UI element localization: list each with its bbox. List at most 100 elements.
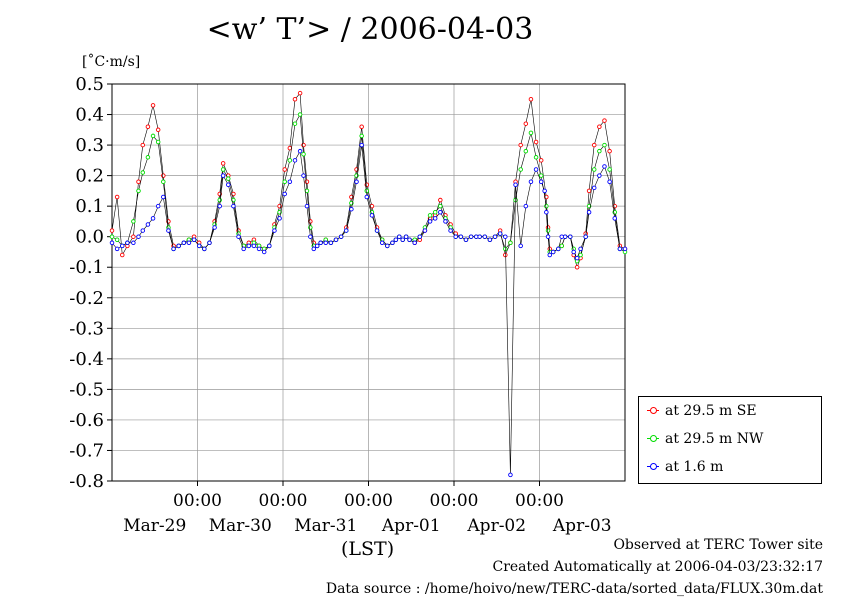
data-point-low [349, 206, 354, 212]
data-point-low [568, 234, 573, 239]
data-point-low [591, 185, 597, 191]
data-point-low [314, 243, 320, 249]
data-point-se [220, 161, 226, 166]
data-point-low [477, 234, 482, 239]
data-point-nw [297, 112, 303, 117]
data-point-se [297, 90, 303, 96]
data-point-low [453, 234, 458, 239]
data-point-low [508, 472, 513, 478]
data-point-se [136, 179, 141, 184]
legend-swatch-nw [647, 434, 659, 444]
data-point-se [155, 127, 161, 133]
data-point-low [125, 240, 130, 246]
data-point-low [231, 203, 236, 209]
data-point-nw [591, 167, 597, 172]
data-point-low [256, 246, 262, 252]
data-point-low [136, 234, 141, 239]
data-point-low [287, 179, 293, 184]
x-axis-unit: (LST) [341, 538, 395, 560]
y-tick-label: -0.7 [69, 440, 104, 461]
data-point-se [528, 97, 534, 102]
data-point-low [374, 228, 380, 233]
data-point-low [390, 240, 395, 246]
data-point-nw [226, 176, 231, 181]
legend-swatch-se [647, 406, 659, 416]
data-point-low [393, 237, 399, 242]
data-point-low [612, 216, 617, 221]
data-point-low [155, 203, 161, 209]
y-tick-label: -0.1 [69, 257, 104, 278]
data-point-low [463, 237, 469, 242]
x-date-label: Mar-31 [294, 516, 357, 536]
data-point-low [251, 243, 257, 249]
data-point-low [528, 179, 534, 184]
footer-observed: Observed at TERC Tower site [613, 537, 823, 553]
data-point-low [544, 210, 549, 215]
data-point-se [161, 173, 166, 178]
series-low [109, 142, 628, 478]
data-point-low [323, 240, 329, 246]
data-point-nw [538, 173, 544, 178]
data-point-nw [602, 142, 607, 148]
data-point-low [448, 228, 453, 233]
legend-label-nw: at 29.5 m NW [665, 431, 764, 447]
data-point-low [292, 158, 298, 163]
data-point-nw [140, 170, 146, 175]
data-point-nw [607, 167, 612, 172]
data-point-se [120, 252, 125, 258]
x-tick-label: 00:00 [344, 491, 393, 511]
data-point-nw [145, 155, 151, 160]
data-point-nw [438, 203, 443, 209]
data-point-low [109, 240, 115, 246]
data-point-nw [282, 179, 287, 184]
data-point-low [571, 249, 576, 255]
data-point-nw [545, 228, 551, 233]
y-tick-label: 0.0 [75, 227, 104, 248]
data-point-se [602, 118, 607, 123]
data-point-se [308, 219, 313, 224]
data-point-low [181, 240, 187, 246]
data-point-se [114, 194, 120, 200]
data-point-nw [523, 148, 529, 154]
data-point-low [617, 246, 623, 252]
data-point-low [556, 246, 561, 252]
x-date-label: Apr-01 [381, 516, 441, 536]
data-point-low [282, 191, 287, 197]
data-point-low [562, 234, 568, 239]
data-point-low [161, 194, 166, 200]
data-point-low [369, 213, 375, 218]
data-point-low [301, 173, 306, 178]
data-point-low [597, 173, 602, 178]
data-point-low [338, 234, 344, 239]
data-point-low [354, 179, 359, 184]
data-point-low [438, 210, 443, 215]
data-point-nw [304, 188, 310, 194]
data-point-low [602, 164, 607, 169]
data-point-low [412, 240, 417, 246]
data-point-low [140, 228, 146, 233]
data-point-low [523, 203, 529, 209]
data-point-nw [528, 130, 534, 136]
data-point-se [109, 228, 115, 233]
legend-item-nw: at 29.5 m NW [647, 431, 763, 451]
data-point-low [482, 234, 488, 239]
data-point-low [226, 182, 231, 188]
data-point-low [513, 182, 518, 188]
data-point-se [518, 142, 523, 148]
data-point-nw [292, 121, 298, 126]
data-point-low [220, 173, 226, 178]
data-point-low [328, 240, 334, 246]
data-point-nw [508, 240, 513, 246]
data-point-low [518, 243, 523, 249]
data-point-nw [231, 197, 236, 203]
data-point-low [241, 246, 246, 252]
legend-item-low: at 1.6 m [647, 459, 723, 479]
y-tick-label: 0.5 [75, 74, 104, 95]
data-point-low [196, 243, 202, 249]
data-point-se [369, 203, 375, 209]
plot-frame [111, 83, 626, 482]
data-point-low [422, 228, 428, 233]
data-point-se [359, 124, 364, 130]
data-point-low [547, 252, 553, 258]
